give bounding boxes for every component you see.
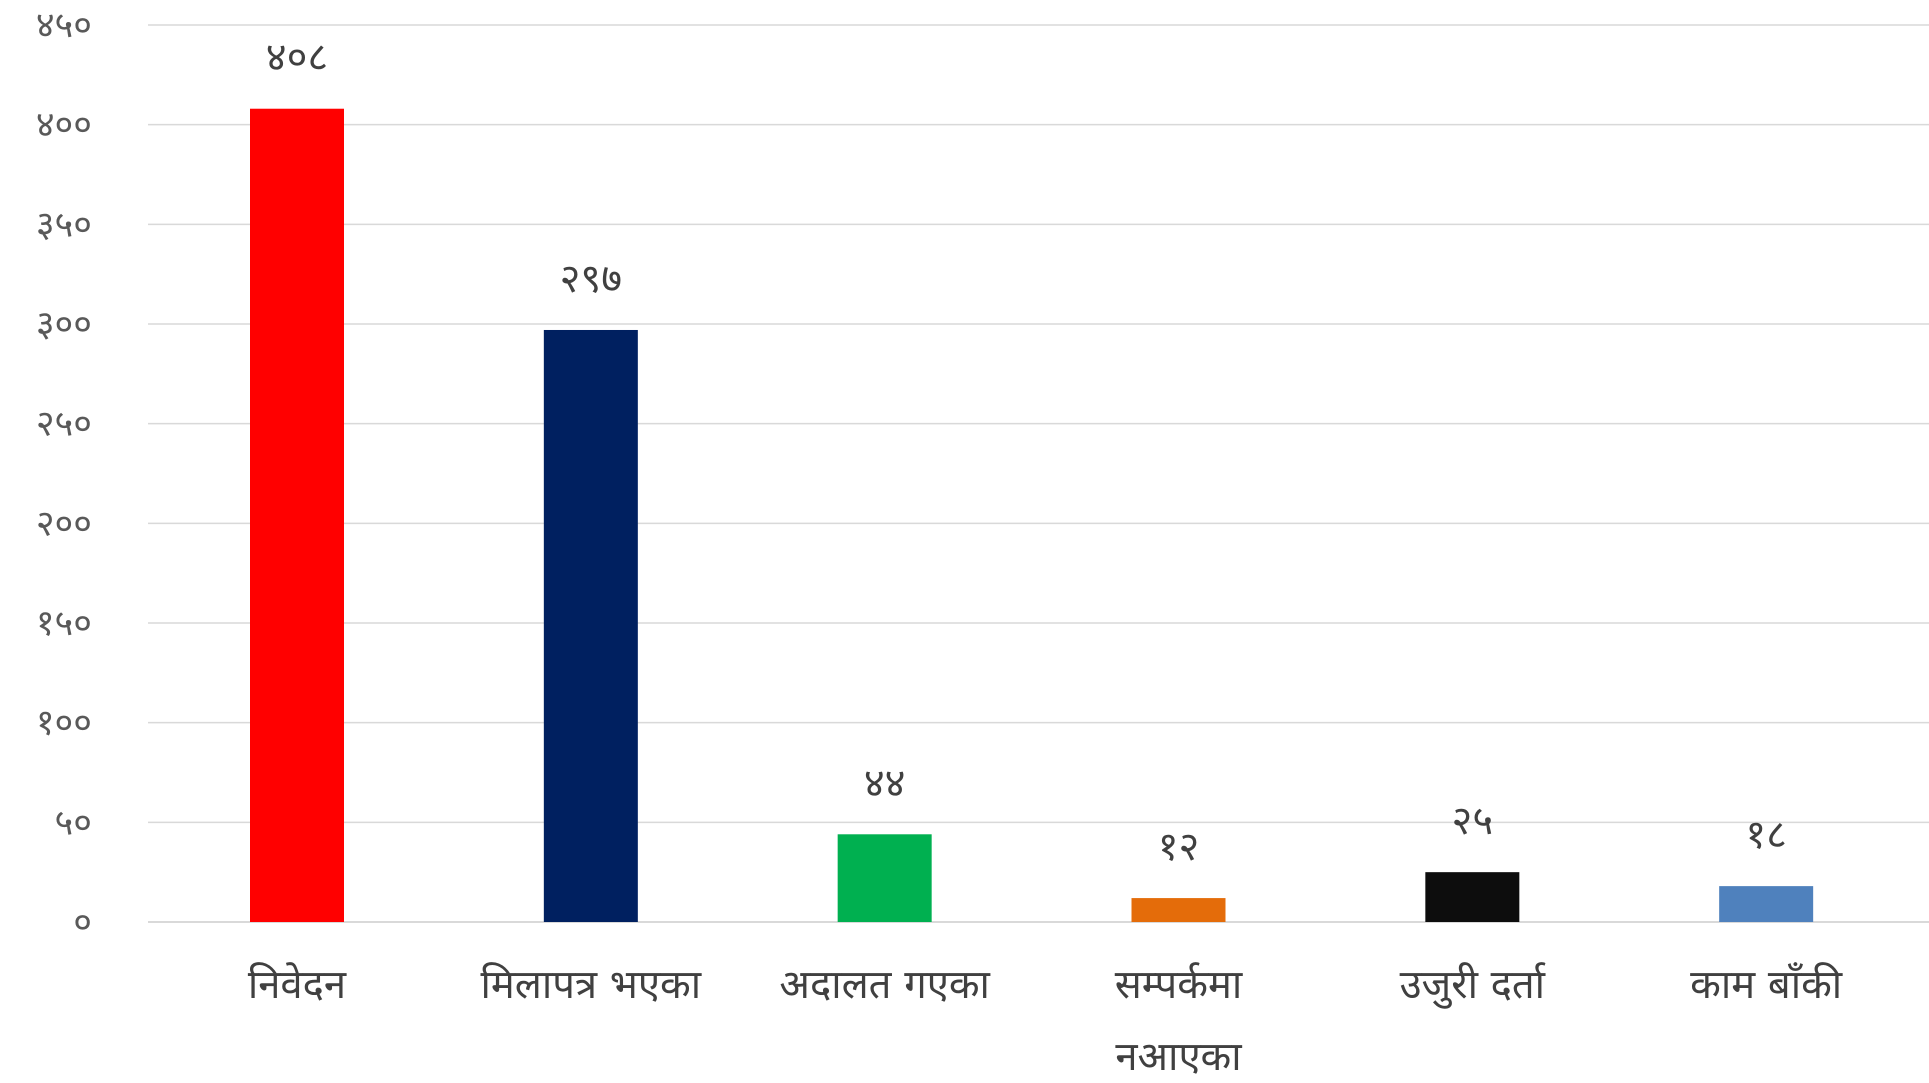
category-label: सम्पर्कमा bbox=[1115, 962, 1243, 1008]
data-label: २५ bbox=[1452, 798, 1494, 844]
bars bbox=[250, 108, 1814, 923]
category-label: काम बाँकी bbox=[1690, 962, 1843, 1008]
y-tick-label: २०० bbox=[36, 503, 92, 544]
y-tick-label: ३०० bbox=[36, 304, 92, 345]
y-tick-label: ४०० bbox=[36, 105, 92, 146]
y-tick-label: ३५० bbox=[36, 204, 92, 245]
category-label: उजुरी दर्ता bbox=[1400, 962, 1546, 1009]
category-label: निवेदन bbox=[248, 962, 347, 1008]
y-tick-label: ० bbox=[73, 902, 92, 943]
category-label: मिलापत्र भएका bbox=[481, 962, 702, 1008]
y-tick-label: २५० bbox=[36, 404, 92, 445]
bar bbox=[1131, 898, 1226, 922]
data-label: १८ bbox=[1745, 812, 1787, 858]
bar bbox=[1719, 886, 1814, 922]
category-label: अदालत गएका bbox=[779, 962, 990, 1008]
data-label: ४०८ bbox=[266, 35, 328, 81]
y-tick-label: १५० bbox=[36, 603, 92, 644]
data-label: ४४ bbox=[864, 760, 906, 806]
y-tick-label: १०० bbox=[36, 703, 92, 744]
data-label: १२ bbox=[1158, 824, 1200, 870]
y-axis-ticks: ० ५० १०० १५० २०० २५० ३०० ३५० ४०० ४५० bbox=[36, 5, 92, 943]
x-axis-categories: निवेदन मिलापत्र भएका अदालत गएका सम्पर्कमा नआ… bbox=[248, 962, 1843, 1080]
bar bbox=[837, 834, 932, 922]
gridlines bbox=[148, 24, 1929, 923]
y-tick-label: ४५० bbox=[36, 5, 92, 46]
data-labels: ४०८ २९७ ४४ १२ २५ १८ bbox=[266, 35, 1787, 870]
bar bbox=[250, 108, 344, 923]
data-label: २९७ bbox=[560, 256, 622, 302]
bar bbox=[543, 329, 638, 923]
category-label: नआएका bbox=[1115, 1034, 1242, 1080]
bar bbox=[1425, 872, 1520, 922]
y-tick-label: ५० bbox=[55, 802, 92, 843]
